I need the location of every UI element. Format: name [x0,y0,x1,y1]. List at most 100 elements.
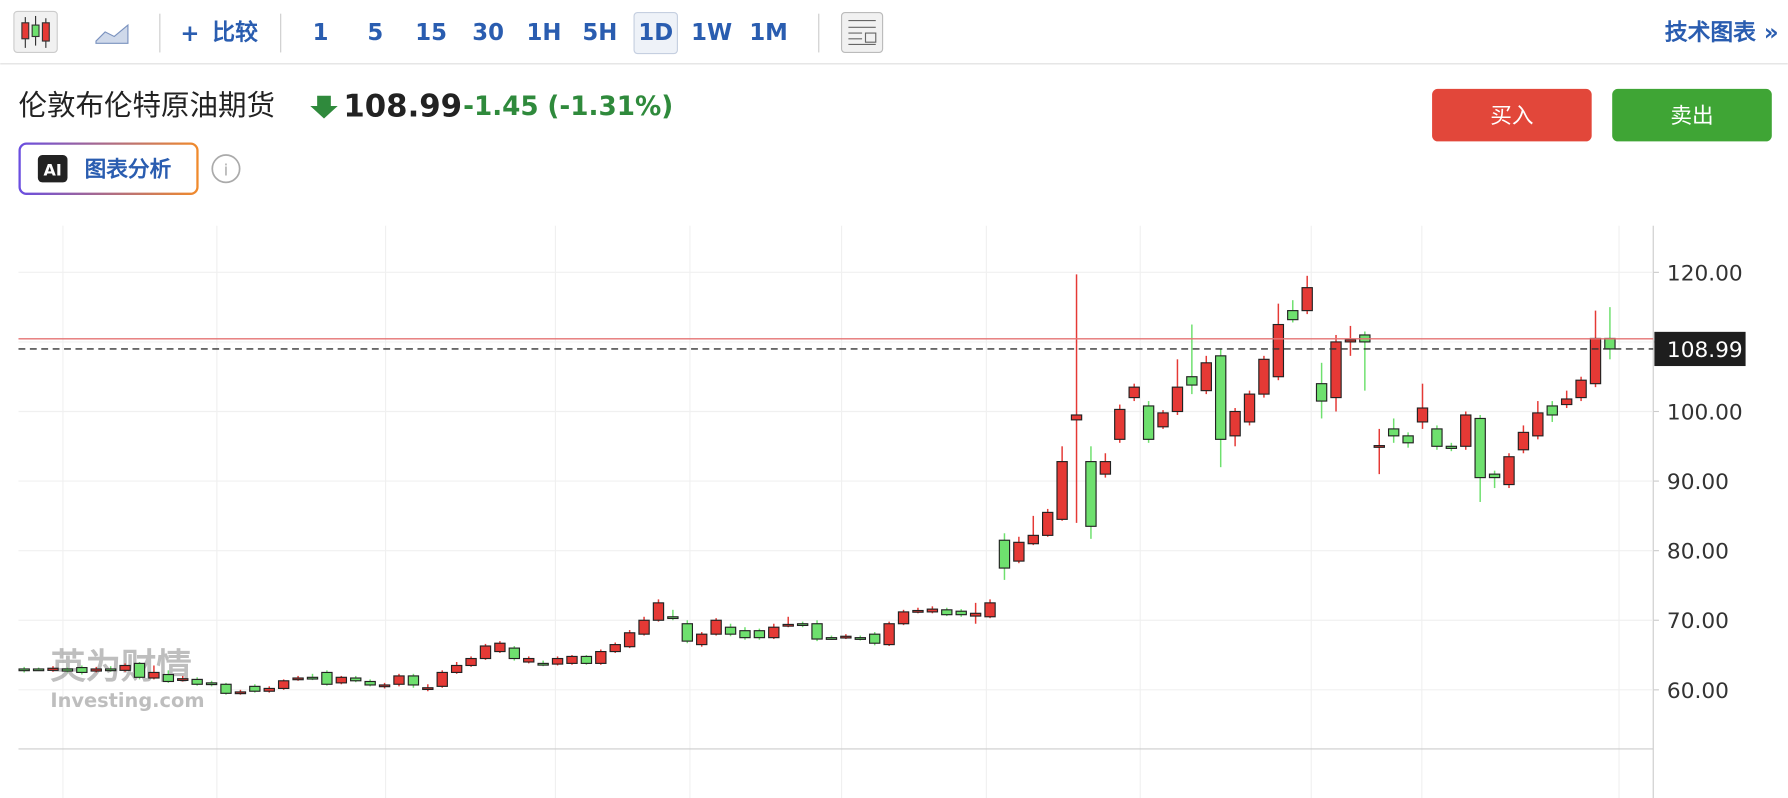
candle-body [1416,407,1429,423]
candle-body [61,668,74,672]
y-tick-label: 100.00 [1667,400,1743,425]
candle-body [984,602,996,618]
candle-body [595,650,607,664]
candle-body [350,677,362,682]
candle-body [1056,461,1068,520]
interval-button[interactable]: 1H [527,20,562,46]
candle-body [277,680,290,690]
interval-button[interactable]: 1 [313,20,329,46]
compare-button[interactable]: 比较 [212,19,258,46]
interval-button[interactable]: 5H [582,20,617,46]
candle-body [1460,414,1472,447]
candle-body [133,662,146,678]
price-change-percent: (-1.31%) [547,92,673,122]
candle-body [1445,445,1458,449]
interval-button[interactable]: 1W [691,20,732,46]
candle-body [436,671,448,687]
sell-button[interactable] [1612,88,1772,142]
candle-body [566,655,578,664]
candle-body [205,682,218,686]
candle-body [1085,461,1097,527]
candle-body [220,683,232,694]
candle-body [1142,405,1155,440]
candle-body [148,671,160,679]
candle-body [768,626,780,639]
candle-body [104,668,117,672]
candle-body [1546,405,1558,416]
candle-body [1200,362,1212,392]
candle-body [897,611,910,625]
buy-button[interactable] [1432,88,1592,142]
candle-body [18,668,30,672]
y-tick-label: 60.00 [1667,679,1729,704]
interval-button[interactable]: 15 [415,20,447,46]
candle-body [1258,358,1270,395]
interval-button[interactable]: 1D [638,20,673,46]
candle-body [1157,412,1169,428]
candle-body [782,623,794,627]
sell-label: 卖出 [1670,104,1713,129]
candle-body [47,667,59,671]
candle-body [811,623,823,640]
candle-body [652,602,665,621]
candle-body [1027,534,1039,545]
ai-badge-bg [37,155,68,183]
candle-body [1272,323,1285,378]
info-icon-glyph: i [224,161,228,180]
candle-body [883,623,895,646]
candle-body [623,632,636,648]
interval-button[interactable]: 1M [749,20,788,46]
candle-body [696,633,708,646]
candle-body [119,664,131,671]
interval-button[interactable]: 30 [472,20,504,46]
candle-body [321,671,333,685]
candle-body [1402,435,1414,444]
candle-body [249,685,261,692]
candle-body [422,687,434,691]
instrument-title: 伦敦布伦特原油期货 [18,89,275,122]
candle-body [1099,461,1112,475]
candle-body [32,668,45,672]
candle-body [537,662,549,666]
candle-body [941,609,953,616]
down-arrow [310,95,338,119]
candle-body [796,623,809,627]
technical-chart-link[interactable]: 技术图表 » [1665,20,1779,46]
candle-body [523,657,535,663]
candle-body [1243,393,1256,423]
candle-body [854,637,866,640]
candle-body [407,675,420,686]
candle-body [955,610,967,616]
candle-body [234,691,247,695]
ai-label: 图表分析 [85,158,172,183]
candle-body [869,633,881,644]
candle-body [1387,428,1400,437]
candle-body [912,609,924,613]
candle-body [681,623,694,642]
active-interval-bg [633,11,678,55]
layout-icon[interactable] [840,11,884,54]
candle-body [1171,386,1184,413]
candle-body [710,619,722,635]
candle-body [1128,386,1140,399]
candle-body [926,608,939,613]
candle-body [393,675,405,685]
candle-body [465,657,477,667]
interval-button[interactable]: 5 [367,20,383,46]
candle-body [969,612,982,617]
candle-body [378,684,391,688]
info-icon[interactable] [211,154,241,184]
candle-body [1560,398,1573,406]
candle-body [1042,511,1054,536]
y-tick-label: 120.00 [1667,261,1743,286]
vertical-grid [62,225,1620,798]
candle-body [825,637,838,640]
candle-body [638,619,650,635]
candle-body [840,635,852,639]
candle-body [609,644,621,653]
area-icon[interactable] [95,23,129,44]
candle-body [1589,337,1602,385]
candle-body [1114,408,1126,440]
